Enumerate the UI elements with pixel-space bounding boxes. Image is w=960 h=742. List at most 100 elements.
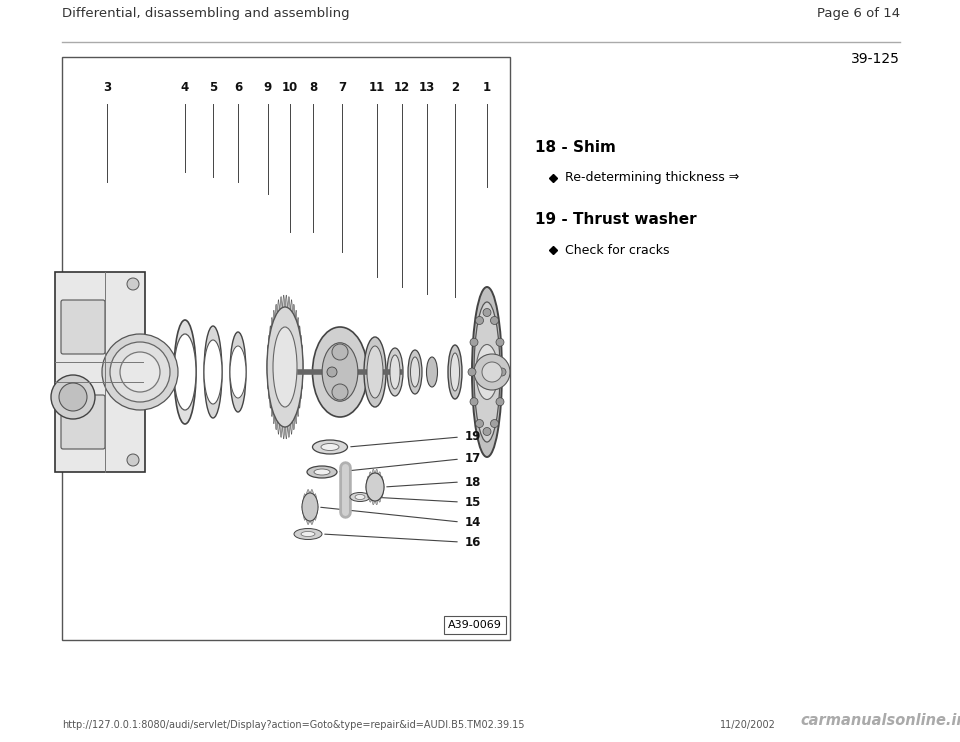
Ellipse shape bbox=[313, 440, 348, 454]
Polygon shape bbox=[270, 326, 271, 337]
Text: 12: 12 bbox=[394, 81, 410, 94]
Ellipse shape bbox=[472, 287, 502, 457]
Polygon shape bbox=[317, 507, 318, 514]
Text: 6: 6 bbox=[234, 81, 242, 94]
Polygon shape bbox=[375, 500, 378, 505]
Circle shape bbox=[51, 375, 95, 419]
Text: 8: 8 bbox=[309, 81, 317, 94]
Polygon shape bbox=[303, 493, 306, 500]
Polygon shape bbox=[285, 427, 288, 439]
Text: Check for cracks: Check for cracks bbox=[565, 243, 669, 257]
Circle shape bbox=[496, 338, 504, 347]
Ellipse shape bbox=[426, 357, 438, 387]
Text: A39-0069: A39-0069 bbox=[448, 620, 502, 630]
Polygon shape bbox=[268, 389, 270, 399]
Circle shape bbox=[483, 427, 491, 436]
Polygon shape bbox=[275, 416, 277, 430]
Polygon shape bbox=[282, 427, 285, 439]
Polygon shape bbox=[282, 295, 285, 308]
Ellipse shape bbox=[307, 466, 337, 478]
Polygon shape bbox=[306, 490, 310, 495]
Text: 2: 2 bbox=[451, 81, 459, 94]
Ellipse shape bbox=[313, 327, 368, 417]
Polygon shape bbox=[288, 297, 290, 309]
Ellipse shape bbox=[350, 493, 370, 502]
Polygon shape bbox=[271, 318, 273, 329]
Polygon shape bbox=[293, 304, 295, 318]
Ellipse shape bbox=[355, 494, 365, 499]
Polygon shape bbox=[295, 310, 298, 323]
Circle shape bbox=[483, 309, 491, 317]
Text: 17: 17 bbox=[465, 453, 481, 465]
Text: 7: 7 bbox=[338, 81, 346, 94]
Ellipse shape bbox=[323, 343, 358, 401]
Circle shape bbox=[475, 317, 484, 324]
Circle shape bbox=[59, 383, 87, 411]
Ellipse shape bbox=[314, 469, 330, 475]
Polygon shape bbox=[378, 472, 381, 477]
Polygon shape bbox=[310, 519, 314, 525]
Text: 10: 10 bbox=[282, 81, 299, 94]
Polygon shape bbox=[303, 514, 306, 520]
Polygon shape bbox=[381, 493, 383, 498]
Text: 11: 11 bbox=[369, 81, 385, 94]
Circle shape bbox=[498, 368, 506, 376]
Ellipse shape bbox=[367, 346, 383, 398]
Polygon shape bbox=[273, 310, 275, 323]
Polygon shape bbox=[300, 335, 301, 345]
Polygon shape bbox=[317, 500, 318, 507]
Circle shape bbox=[120, 352, 160, 392]
Text: 39-125: 39-125 bbox=[852, 52, 900, 66]
Bar bbox=[62, 57, 510, 640]
Circle shape bbox=[327, 367, 337, 377]
Ellipse shape bbox=[321, 444, 339, 450]
Text: 19 - Thrust washer: 19 - Thrust washer bbox=[535, 212, 697, 227]
Polygon shape bbox=[298, 318, 300, 329]
Circle shape bbox=[475, 419, 484, 427]
Circle shape bbox=[496, 398, 504, 406]
Circle shape bbox=[482, 362, 502, 382]
Polygon shape bbox=[367, 476, 369, 482]
Polygon shape bbox=[306, 519, 310, 525]
Polygon shape bbox=[369, 472, 372, 477]
Ellipse shape bbox=[204, 340, 222, 404]
Polygon shape bbox=[271, 404, 273, 416]
Polygon shape bbox=[290, 300, 293, 313]
Circle shape bbox=[468, 368, 476, 376]
FancyBboxPatch shape bbox=[61, 300, 105, 354]
Circle shape bbox=[474, 354, 510, 390]
Polygon shape bbox=[295, 411, 298, 424]
Polygon shape bbox=[302, 500, 303, 507]
Ellipse shape bbox=[408, 350, 422, 394]
Ellipse shape bbox=[448, 345, 462, 399]
Ellipse shape bbox=[411, 357, 420, 387]
Ellipse shape bbox=[301, 531, 315, 536]
Text: 4: 4 bbox=[180, 81, 189, 94]
Ellipse shape bbox=[294, 528, 322, 539]
Ellipse shape bbox=[267, 307, 303, 427]
Text: 1: 1 bbox=[483, 81, 492, 94]
Polygon shape bbox=[375, 469, 378, 474]
Text: 11/20/2002: 11/20/2002 bbox=[720, 720, 776, 730]
Polygon shape bbox=[314, 493, 317, 500]
Polygon shape bbox=[268, 335, 270, 345]
Circle shape bbox=[470, 338, 478, 347]
Ellipse shape bbox=[273, 327, 297, 407]
Text: 3: 3 bbox=[103, 81, 111, 94]
Polygon shape bbox=[277, 421, 279, 434]
Polygon shape bbox=[279, 424, 282, 437]
Polygon shape bbox=[270, 397, 271, 408]
Polygon shape bbox=[279, 297, 282, 309]
Polygon shape bbox=[300, 389, 301, 399]
Circle shape bbox=[491, 317, 498, 324]
Circle shape bbox=[127, 454, 139, 466]
Text: 13: 13 bbox=[419, 81, 435, 94]
Polygon shape bbox=[288, 424, 290, 437]
Ellipse shape bbox=[476, 344, 498, 399]
Text: 9: 9 bbox=[264, 81, 272, 94]
Circle shape bbox=[470, 398, 478, 406]
Text: carmanualsonline.info: carmanualsonline.info bbox=[800, 713, 960, 728]
Ellipse shape bbox=[230, 346, 246, 398]
Polygon shape bbox=[372, 500, 375, 505]
Polygon shape bbox=[367, 493, 369, 498]
